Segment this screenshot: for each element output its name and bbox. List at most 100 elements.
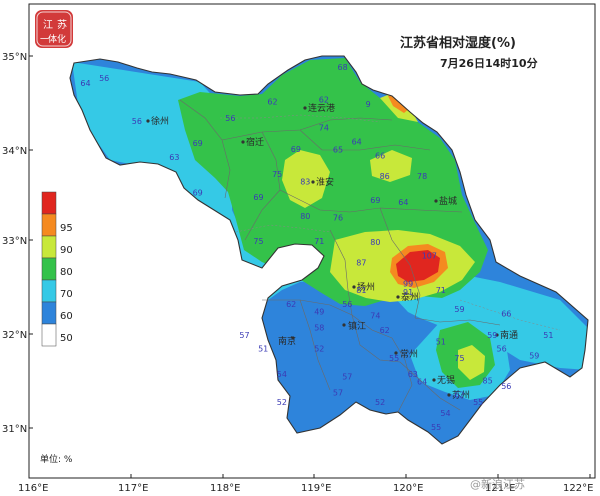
station-value: 56 bbox=[132, 117, 142, 126]
station-value: 51 bbox=[436, 337, 446, 346]
x-tick-label: 118°E bbox=[210, 483, 240, 494]
station-value: 64 bbox=[417, 377, 427, 386]
fill-band-95 bbox=[396, 250, 440, 282]
station-value: 86 bbox=[380, 172, 390, 181]
watermark: @新浪江苏 bbox=[470, 477, 525, 491]
station-value: 57 bbox=[342, 373, 352, 382]
station-value: 71 bbox=[436, 286, 446, 295]
station-value: 80 bbox=[370, 238, 380, 247]
legend-label: 50 bbox=[60, 333, 73, 344]
station-value: 75 bbox=[253, 237, 263, 246]
legend-label: 60 bbox=[60, 311, 73, 322]
x-tick-label: 119°E bbox=[301, 483, 331, 494]
legend-swatch-80 bbox=[41, 235, 57, 259]
y-tick-label: 35°N bbox=[2, 52, 27, 63]
city-wuxi: 无锡 bbox=[437, 375, 455, 386]
svg-text:苏: 苏 bbox=[57, 18, 67, 31]
svg-text:化: 化 bbox=[57, 33, 66, 45]
city-yancheng: 盐城 bbox=[439, 195, 457, 207]
station-value: 62 bbox=[380, 326, 390, 335]
legend-swatch-below-50 bbox=[41, 323, 57, 347]
x-tick-label: 122°E bbox=[563, 483, 593, 494]
y-tick-label: 31°N bbox=[2, 424, 27, 435]
station-value: 69 bbox=[193, 139, 203, 148]
legend-label: 80 bbox=[60, 267, 73, 278]
station-value: 91 bbox=[403, 288, 413, 297]
station-value: 9 bbox=[366, 100, 371, 109]
station-value: 63 bbox=[169, 153, 179, 162]
station-value: 66 bbox=[501, 309, 511, 318]
legend-swatch-70 bbox=[41, 257, 57, 281]
province-outline bbox=[69, 55, 589, 445]
station-value: 85 bbox=[483, 376, 493, 385]
station-value: 63 bbox=[408, 370, 418, 379]
station-value: 56 bbox=[501, 382, 511, 391]
station-value: 57 bbox=[239, 331, 249, 340]
station-value: 78 bbox=[417, 172, 427, 181]
city-labels: 徐州 连云港 宿迁 淮安 盐城 扬州 泰州 南京 镇江 常州 南通 无锡 苏州 bbox=[146, 102, 518, 401]
legend-swatch-90 bbox=[41, 213, 57, 237]
fill-band-80-ne bbox=[370, 150, 412, 182]
city-nanjing: 南京 bbox=[278, 335, 296, 347]
station-value: 71 bbox=[314, 237, 324, 246]
station-value: 64 bbox=[352, 137, 362, 146]
x-ticks bbox=[28, 474, 591, 478]
station-value: 81 bbox=[356, 286, 366, 295]
city-xuzhou: 徐州 bbox=[151, 115, 169, 127]
city-lianyungang: 连云港 bbox=[308, 102, 335, 114]
city-yangzhou: 扬州 bbox=[357, 281, 375, 293]
station-value: 57 bbox=[333, 388, 343, 397]
station-value: 49 bbox=[314, 308, 324, 317]
station-value: 52 bbox=[375, 398, 385, 407]
station-value: 56 bbox=[342, 300, 352, 309]
station-value: 54 bbox=[277, 370, 287, 379]
contour-lines bbox=[220, 114, 561, 331]
station-value: 55 bbox=[473, 398, 483, 407]
station-value: 52 bbox=[314, 345, 324, 354]
station-value: 62 bbox=[267, 97, 277, 106]
station-value: 69 bbox=[370, 196, 380, 205]
map-title: 江苏省相对湿度(%) bbox=[400, 35, 516, 51]
city-boundaries bbox=[179, 99, 501, 413]
station-value: 59 bbox=[487, 331, 497, 340]
station-value: 62 bbox=[319, 96, 329, 105]
legend-unit: 单位: % bbox=[40, 453, 73, 465]
y-tick-label: 32°N bbox=[2, 330, 27, 341]
city-suzhou: 苏州 bbox=[452, 389, 470, 401]
legend-swatch-50 bbox=[41, 301, 57, 325]
svg-text:一: 一 bbox=[40, 35, 49, 45]
y-tick-label: 33°N bbox=[2, 236, 27, 247]
station-value: 69 bbox=[291, 145, 301, 154]
fill-band-80-south bbox=[458, 345, 485, 380]
city-changzhou: 常州 bbox=[400, 348, 418, 360]
city-taizhou: 泰州 bbox=[401, 291, 419, 303]
station-value: 69 bbox=[193, 189, 203, 198]
station-value: 76 bbox=[333, 214, 343, 223]
x-tick-label: 121°E bbox=[485, 483, 515, 494]
station-value: 64 bbox=[398, 198, 408, 207]
station-value: 51 bbox=[543, 331, 553, 340]
station-value: 62 bbox=[286, 300, 296, 309]
station-value: 62 bbox=[454, 390, 464, 399]
station-value: 58 bbox=[314, 323, 324, 332]
logo-badge: 江 苏 一 体 化 bbox=[33, 8, 75, 50]
station-value: 56 bbox=[99, 74, 109, 83]
station-value: 59 bbox=[454, 305, 464, 314]
svg-text:江: 江 bbox=[43, 19, 53, 31]
city-suqian: 宿迁 bbox=[246, 136, 264, 148]
station-value: 87 bbox=[356, 258, 366, 267]
svg-text:体: 体 bbox=[48, 33, 57, 45]
map-subtitle: 7月26日14时10分 bbox=[440, 56, 538, 70]
legend: 95 90 80 70 60 50 单位: % bbox=[40, 191, 73, 465]
station-value: 55 bbox=[431, 423, 441, 432]
station-value: 64 bbox=[80, 79, 90, 88]
legend-swatch-95 bbox=[41, 191, 57, 215]
legend-label: 70 bbox=[60, 289, 73, 300]
station-values: 64 56 56 56 63 69 69 62 68 62 9 74 64 65 69 66 75 83 86 78 6… bbox=[80, 63, 553, 432]
station-value: 107 bbox=[422, 252, 437, 261]
station-value: 56 bbox=[497, 345, 507, 354]
station-value: 51 bbox=[258, 345, 268, 354]
fill-band-90-lcg bbox=[388, 94, 410, 113]
